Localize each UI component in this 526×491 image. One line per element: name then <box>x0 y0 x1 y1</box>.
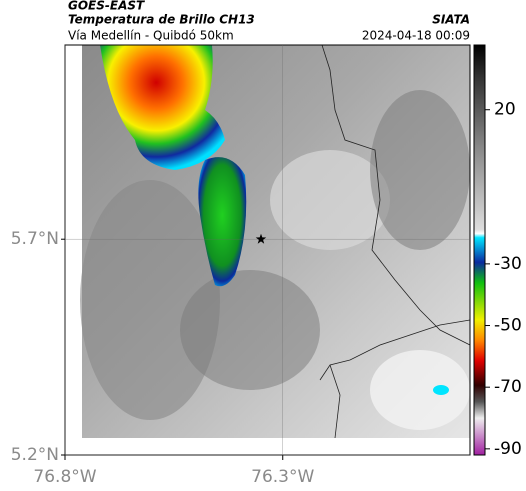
title: GOES-EAST <box>68 0 145 13</box>
imagery <box>80 44 471 439</box>
colorbar-tick-label: -90 <box>494 439 522 459</box>
source: SIATA <box>432 13 470 27</box>
colorbar-tick-label: -30 <box>494 254 522 274</box>
subtitle: Temperatura de Brillo CH13 <box>68 13 255 27</box>
region: Vía Medellín - Quibdó 50km <box>68 29 234 43</box>
location-marker <box>255 233 267 244</box>
colorbar-tick-label: -50 <box>494 316 522 336</box>
colorbar-tick-label: 20 <box>494 100 516 120</box>
timestamp: 2024-04-18 00:09 <box>362 29 470 43</box>
colorbar-tick-label: -70 <box>494 377 522 397</box>
x-tick-label: 76.3°W <box>251 467 314 487</box>
y-tick-label: 5.7°N <box>11 229 59 249</box>
colorbar <box>473 44 486 456</box>
x-tick-label: 76.8°W <box>33 467 96 487</box>
y-tick-label: 5.2°N <box>11 445 59 465</box>
